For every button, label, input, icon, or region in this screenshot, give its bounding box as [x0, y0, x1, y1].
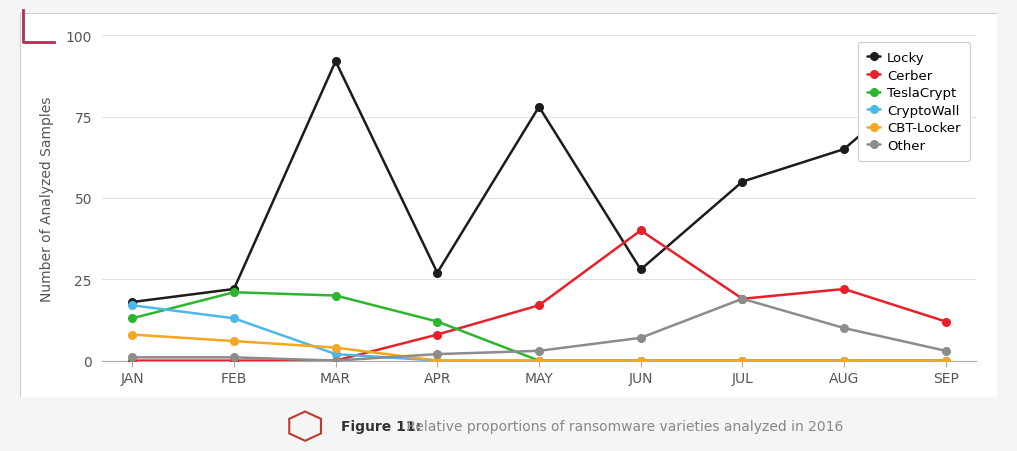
CryptoWall: [635, 358, 647, 364]
TeslaCrypt: [330, 293, 342, 299]
Other: [126, 355, 138, 360]
TeslaCrypt: [126, 316, 138, 321]
Other: [431, 352, 443, 357]
TeslaCrypt: [228, 290, 240, 295]
Line: Cerber: Cerber: [128, 227, 950, 364]
Other: [330, 358, 342, 364]
TeslaCrypt: [736, 358, 749, 364]
Cerber: [838, 287, 850, 292]
CBT-Locker: [431, 358, 443, 364]
TeslaCrypt: [838, 358, 850, 364]
CBT-Locker: [126, 332, 138, 337]
Other: [228, 355, 240, 360]
CBT-Locker: [228, 339, 240, 344]
Legend: Locky, Cerber, TeslaCrypt, CryptoWall, CBT-Locker, Other: Locky, Cerber, TeslaCrypt, CryptoWall, C…: [858, 43, 970, 162]
CryptoWall: [736, 358, 749, 364]
Locky: [126, 299, 138, 305]
CryptoWall: [126, 303, 138, 308]
Other: [533, 348, 545, 354]
FancyBboxPatch shape: [20, 14, 997, 397]
Line: CryptoWall: CryptoWall: [128, 302, 950, 364]
CryptoWall: [940, 358, 952, 364]
CBT-Locker: [838, 358, 850, 364]
Line: Locky: Locky: [128, 58, 950, 306]
Text: Relative proportions of ransomware varieties analyzed in 2016: Relative proportions of ransomware varie…: [402, 419, 843, 433]
Cerber: [431, 332, 443, 337]
Locky: [940, 60, 952, 65]
Cerber: [126, 358, 138, 364]
TeslaCrypt: [533, 358, 545, 364]
Locky: [431, 271, 443, 276]
Other: [736, 296, 749, 302]
Cerber: [228, 358, 240, 364]
Locky: [533, 105, 545, 110]
CryptoWall: [431, 358, 443, 364]
Other: [940, 348, 952, 354]
CBT-Locker: [736, 358, 749, 364]
Other: [635, 336, 647, 341]
Locky: [635, 267, 647, 272]
TeslaCrypt: [940, 358, 952, 364]
Line: Other: Other: [128, 295, 950, 364]
Cerber: [330, 358, 342, 364]
CryptoWall: [330, 352, 342, 357]
TeslaCrypt: [431, 319, 443, 325]
CryptoWall: [838, 358, 850, 364]
Y-axis label: Number of Analyzed Samples: Number of Analyzed Samples: [41, 96, 55, 301]
Line: CBT-Locker: CBT-Locker: [128, 331, 950, 364]
CryptoWall: [533, 358, 545, 364]
Locky: [838, 147, 850, 152]
TeslaCrypt: [635, 358, 647, 364]
Text: Figure 11:: Figure 11:: [341, 419, 421, 433]
Locky: [330, 60, 342, 65]
Cerber: [635, 228, 647, 234]
Cerber: [533, 303, 545, 308]
CBT-Locker: [330, 345, 342, 350]
CBT-Locker: [533, 358, 545, 364]
Cerber: [736, 296, 749, 302]
Locky: [228, 287, 240, 292]
CryptoWall: [228, 316, 240, 321]
Line: TeslaCrypt: TeslaCrypt: [128, 289, 950, 364]
CBT-Locker: [635, 358, 647, 364]
Locky: [736, 179, 749, 185]
Cerber: [940, 319, 952, 325]
Other: [838, 326, 850, 331]
CBT-Locker: [940, 358, 952, 364]
